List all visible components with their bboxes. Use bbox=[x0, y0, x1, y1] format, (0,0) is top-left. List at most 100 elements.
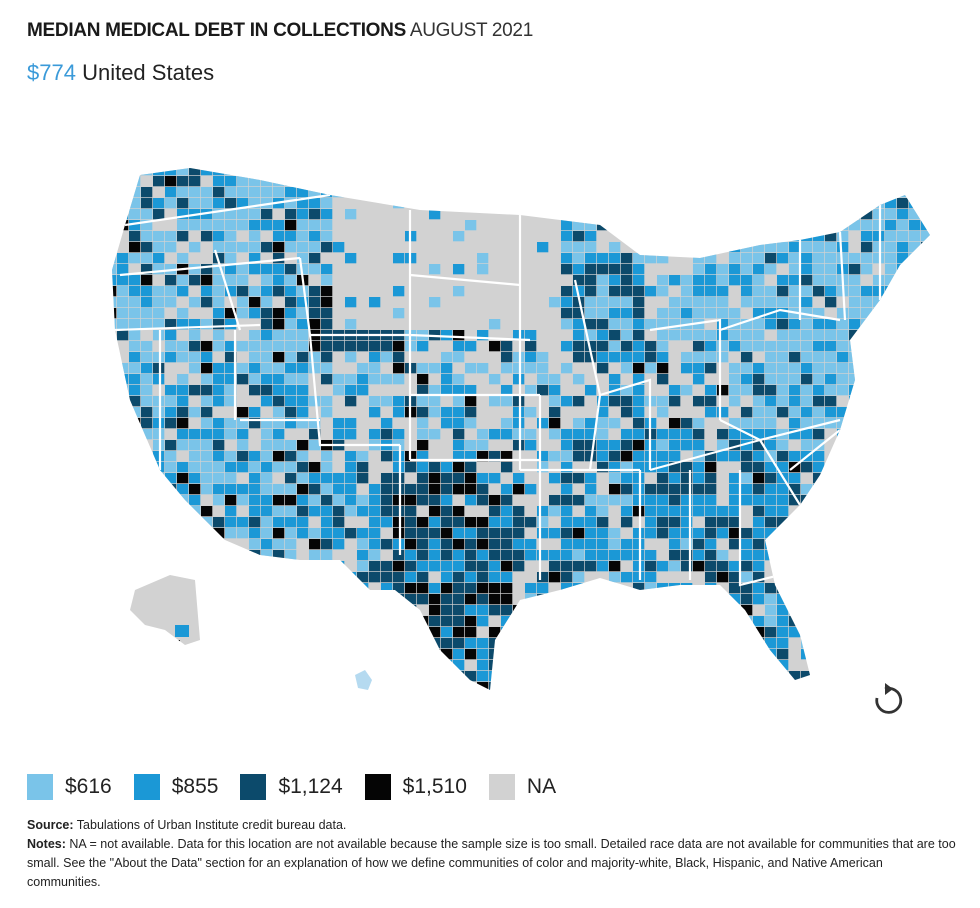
county-cell bbox=[729, 176, 741, 187]
county-cell bbox=[309, 363, 321, 374]
county-cell bbox=[705, 550, 717, 561]
county-cell bbox=[585, 451, 597, 462]
county-cell bbox=[633, 286, 645, 297]
reset-rotate-icon[interactable] bbox=[875, 683, 903, 714]
county-cell bbox=[393, 363, 405, 374]
county-cell bbox=[309, 462, 321, 473]
county-cell bbox=[249, 495, 261, 506]
county-cell bbox=[129, 242, 141, 253]
county-cell bbox=[813, 198, 825, 209]
county-cell bbox=[921, 506, 930, 517]
county-cell bbox=[741, 242, 753, 253]
county-cell bbox=[921, 407, 930, 418]
county-cell bbox=[561, 286, 573, 297]
county-cell bbox=[273, 682, 285, 690]
county-cell bbox=[765, 286, 777, 297]
county-cell bbox=[112, 528, 117, 539]
county-cell bbox=[789, 264, 801, 275]
county-cell bbox=[741, 176, 753, 187]
county-cell bbox=[861, 385, 873, 396]
county-cell bbox=[897, 275, 909, 286]
county-cell bbox=[213, 418, 225, 429]
county-cell bbox=[585, 308, 597, 319]
county-cell bbox=[741, 539, 753, 550]
county-cell bbox=[897, 572, 909, 583]
county-cell bbox=[597, 209, 609, 220]
county-cell bbox=[633, 264, 645, 275]
legend-item[interactable]: $1,510 bbox=[364, 774, 467, 800]
county-cell bbox=[525, 660, 537, 671]
county-cell bbox=[153, 209, 165, 220]
county-cell bbox=[681, 187, 693, 198]
county-cell bbox=[112, 495, 117, 506]
county-cell bbox=[681, 484, 693, 495]
legend-item[interactable]: NA bbox=[488, 774, 556, 800]
county-cell bbox=[729, 264, 741, 275]
county-cell bbox=[885, 660, 897, 671]
county-cell bbox=[165, 638, 177, 649]
county-cell bbox=[837, 308, 849, 319]
county-cell bbox=[753, 660, 765, 671]
county-cell bbox=[117, 506, 129, 517]
county-cell bbox=[897, 341, 909, 352]
county-cell bbox=[465, 550, 477, 561]
county-cell bbox=[609, 440, 621, 451]
county-cell bbox=[597, 319, 609, 330]
county-cell bbox=[597, 341, 609, 352]
county-cell bbox=[657, 341, 669, 352]
county-cell bbox=[813, 363, 825, 374]
county-cell bbox=[249, 517, 261, 528]
county-cell bbox=[165, 440, 177, 451]
county-cell bbox=[489, 583, 501, 594]
county-cell bbox=[537, 374, 549, 385]
county-cell bbox=[393, 627, 405, 638]
chart-title-main: MEDIAN MEDICAL DEBT IN COLLECTIONS bbox=[27, 20, 406, 41]
county-cell bbox=[717, 550, 729, 561]
us-county-map[interactable] bbox=[0, 0, 980, 760]
county-cell bbox=[237, 550, 249, 561]
county-cell bbox=[393, 517, 405, 528]
county-cell bbox=[345, 572, 357, 583]
county-cell bbox=[705, 385, 717, 396]
county-cell bbox=[513, 396, 525, 407]
county-cell bbox=[393, 374, 405, 385]
county-cell bbox=[177, 407, 189, 418]
legend-item[interactable]: $616 bbox=[27, 774, 112, 800]
legend: $616 $855 $1,124 $1,510 NA bbox=[27, 770, 578, 804]
county-cell bbox=[273, 308, 285, 319]
county-cell bbox=[261, 396, 273, 407]
county-cell bbox=[129, 286, 141, 297]
legend-item[interactable]: $1,124 bbox=[240, 774, 343, 800]
county-cell bbox=[213, 242, 225, 253]
county-cell bbox=[381, 451, 393, 462]
county-cell bbox=[213, 168, 225, 176]
county-cell bbox=[897, 264, 909, 275]
county-cell bbox=[201, 418, 213, 429]
county-cell bbox=[801, 297, 813, 308]
county-cell bbox=[237, 517, 249, 528]
county-cell bbox=[441, 517, 453, 528]
county-cell bbox=[201, 583, 213, 594]
county-cell bbox=[249, 363, 261, 374]
county-cell bbox=[585, 209, 597, 220]
county-cell bbox=[345, 506, 357, 517]
county-cell bbox=[273, 374, 285, 385]
county-cell bbox=[261, 168, 273, 176]
county-cell bbox=[453, 638, 465, 649]
county-cell bbox=[201, 385, 213, 396]
county-cell bbox=[141, 231, 153, 242]
county-cell bbox=[381, 473, 393, 484]
county-cell bbox=[597, 693, 608, 703]
county-cell bbox=[681, 671, 693, 682]
county-cell bbox=[777, 363, 789, 374]
county-cell bbox=[537, 627, 549, 638]
county-cell bbox=[285, 572, 297, 583]
county-cell bbox=[249, 341, 261, 352]
county-cell bbox=[789, 550, 801, 561]
county-cell bbox=[141, 220, 153, 231]
county-cell bbox=[813, 550, 825, 561]
county-cell bbox=[573, 396, 585, 407]
legend-item[interactable]: $855 bbox=[133, 774, 218, 800]
county-cell bbox=[849, 462, 861, 473]
county-cell bbox=[753, 385, 765, 396]
